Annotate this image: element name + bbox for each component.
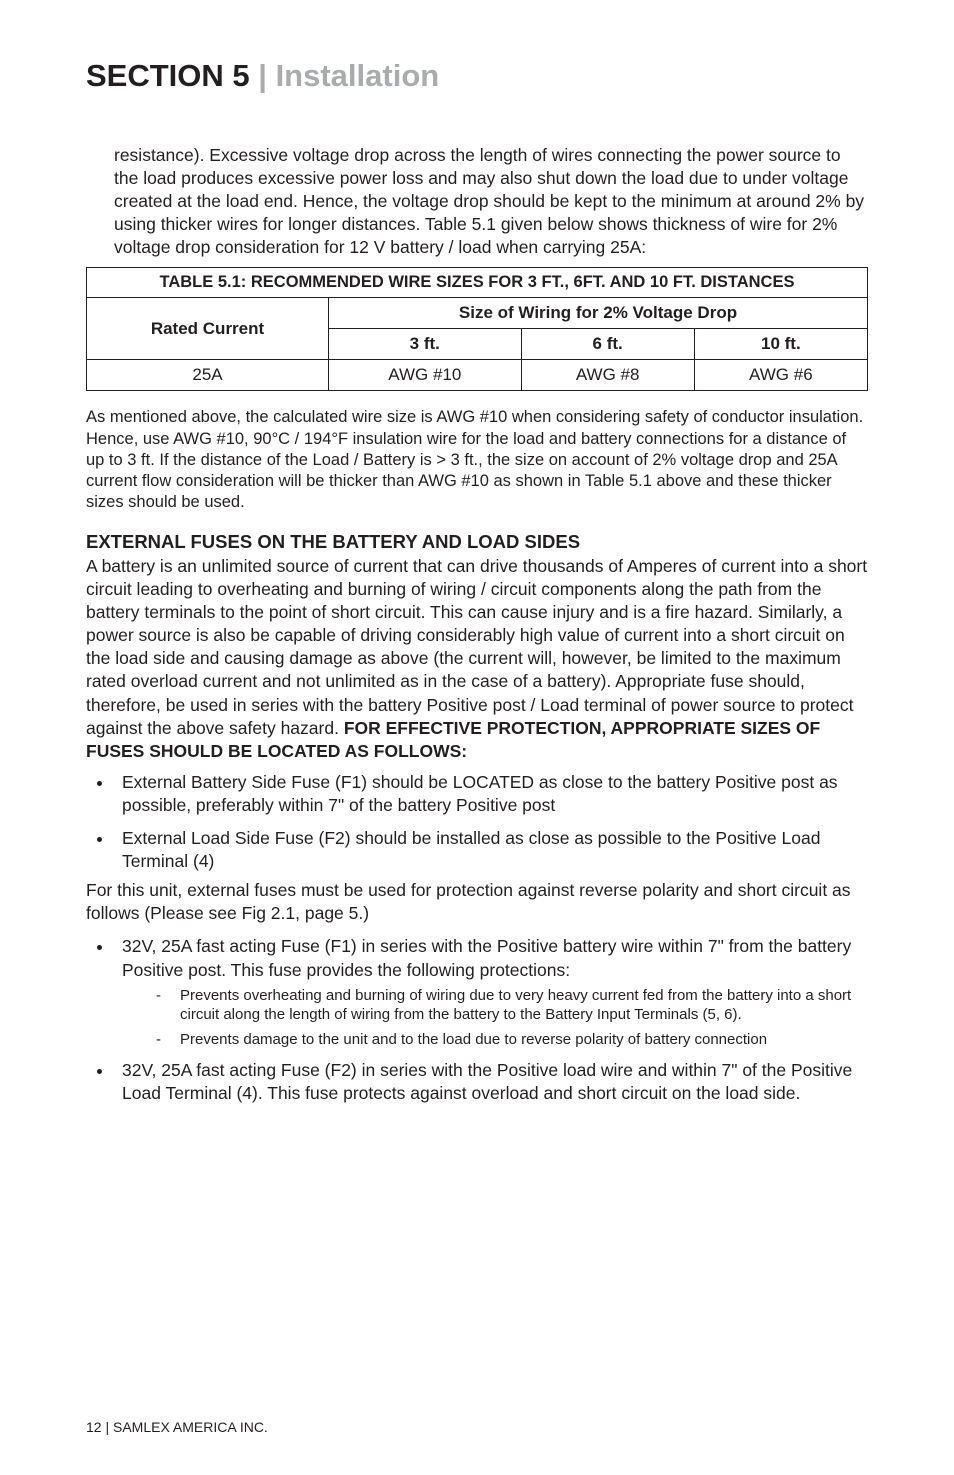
table-cell-3ft: AWG #10 xyxy=(329,360,522,391)
section-divider: | xyxy=(250,58,276,93)
wire-size-table: TABLE 5.1: RECOMMENDED WIRE SIZES FOR 3 … xyxy=(86,267,868,391)
section-name: Installation xyxy=(276,58,440,93)
footer-company: SAMLEX AMERICA INC. xyxy=(113,1419,268,1435)
sub-list-item: Prevents overheating and burning of wiri… xyxy=(156,986,868,1024)
table-header-span-row: Rated Current Size of Wiring for 2% Volt… xyxy=(87,298,868,329)
section-heading: SECTION 5 | Installation xyxy=(86,58,868,94)
paragraph-external-fuses: For this unit, external fuses must be us… xyxy=(86,879,868,925)
paragraph-wire-note: As mentioned above, the calculated wire … xyxy=(86,407,868,513)
subheading-fuses: EXTERNAL FUSES ON THE BATTERY AND LOAD S… xyxy=(86,531,868,553)
table-col-3ft: 3 ft. xyxy=(329,329,522,360)
fuse-location-list: External Battery Side Fuse (F1) should b… xyxy=(86,771,868,873)
footer-divider: | xyxy=(102,1419,113,1435)
sub-list-item: Prevents damage to the unit and to the l… xyxy=(156,1030,868,1049)
table-title: TABLE 5.1: RECOMMENDED WIRE SIZES FOR 3 … xyxy=(87,268,868,298)
fuse-spec-list: 32V, 25A fast acting Fuse (F1) in series… xyxy=(86,935,868,1105)
list-item: External Battery Side Fuse (F1) should b… xyxy=(114,771,868,817)
table-cell-6ft: AWG #8 xyxy=(521,360,694,391)
list-item: 32V, 25A fast acting Fuse (F1) in series… xyxy=(114,935,868,1049)
paragraph-fuses: A battery is an unlimited source of curr… xyxy=(86,555,868,763)
table-span-header: Size of Wiring for 2% Voltage Drop xyxy=(329,298,868,329)
sub-list: Prevents overheating and burning of wiri… xyxy=(122,986,868,1050)
table-col-10ft: 10 ft. xyxy=(694,329,867,360)
table-cell-10ft: AWG #6 xyxy=(694,360,867,391)
table-title-row: TABLE 5.1: RECOMMENDED WIRE SIZES FOR 3 … xyxy=(87,268,868,298)
section-label: SECTION 5 xyxy=(86,58,250,93)
page-number: 12 xyxy=(86,1419,102,1435)
page: SECTION 5 | Installation resistance). Ex… xyxy=(0,0,954,1475)
table-col-6ft: 6 ft. xyxy=(521,329,694,360)
list-item: 32V, 25A fast acting Fuse (F2) in series… xyxy=(114,1059,868,1105)
paragraph-fuses-body: A battery is an unlimited source of curr… xyxy=(86,556,867,738)
table-col-rated-current: Rated Current xyxy=(87,298,329,360)
list-item-text: 32V, 25A fast acting Fuse (F1) in series… xyxy=(122,936,851,979)
intro-paragraph: resistance). Excessive voltage drop acro… xyxy=(114,144,868,259)
page-footer: 12 | SAMLEX AMERICA INC. xyxy=(86,1419,268,1435)
table-cell-current: 25A xyxy=(87,360,329,391)
table-row: 25A AWG #10 AWG #8 AWG #6 xyxy=(87,360,868,391)
list-item: External Load Side Fuse (F2) should be i… xyxy=(114,827,868,873)
